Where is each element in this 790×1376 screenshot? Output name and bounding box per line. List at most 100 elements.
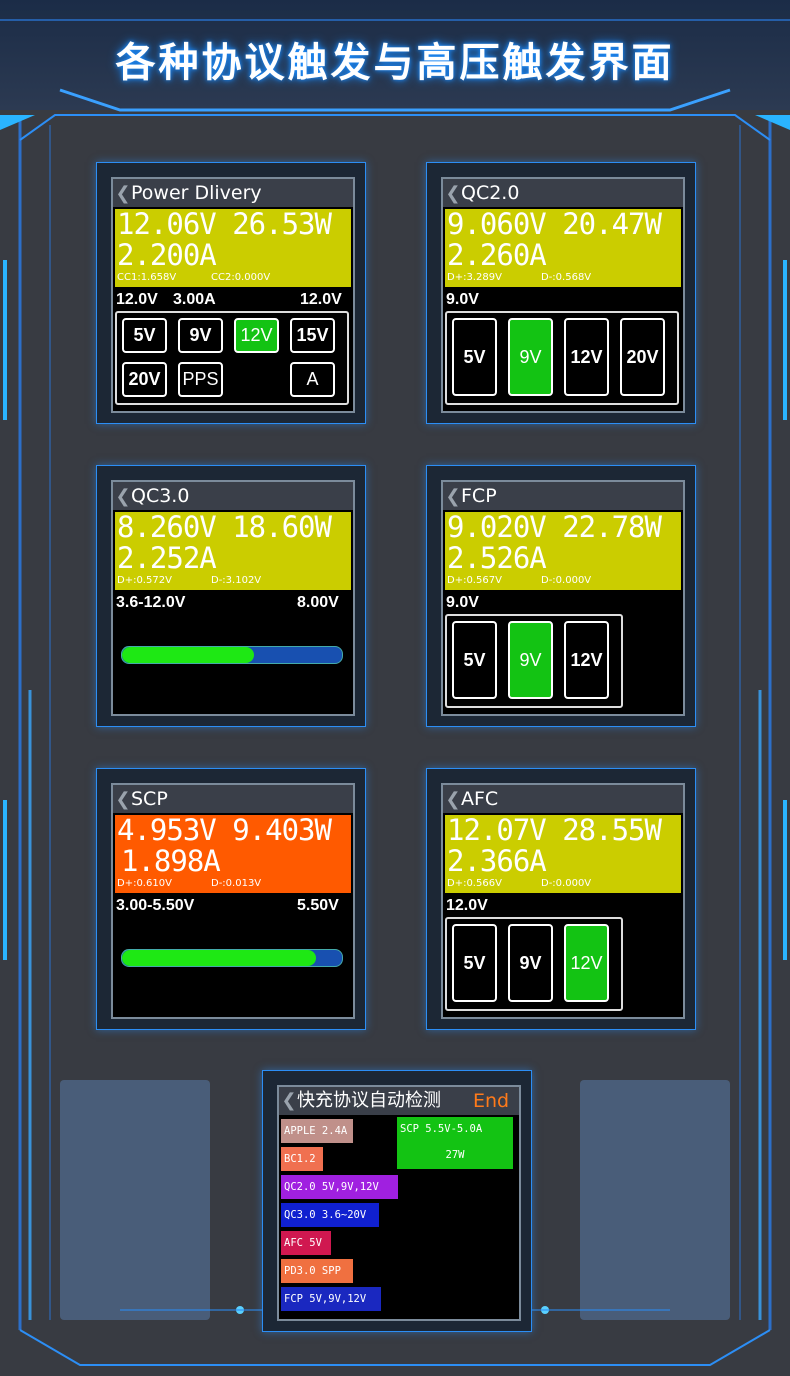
pd-cc2: CC2:0.000V <box>211 272 271 283</box>
scp-range: 3.00-5.50V <box>116 897 195 914</box>
qc3-voltage-power: 8.260V 18.60W <box>117 510 332 544</box>
qc2-dplus: D+:3.289V <box>447 272 502 283</box>
back-chevron-icon[interactable]: ❮ <box>115 183 131 204</box>
detect-tag-afc: AFC 5V <box>281 1231 331 1255</box>
pd-button-box <box>115 311 349 405</box>
fcp-title: FCP <box>461 485 497 507</box>
qc3-dplus: D+:0.572V <box>117 575 172 586</box>
detect-scp-result: SCP 5.5V-5.0A 27W <box>397 1117 513 1169</box>
back-chevron-icon[interactable]: ❮ <box>445 789 461 810</box>
pd-button-a[interactable]: A <box>290 362 335 397</box>
fcp-button-5v[interactable]: 5V <box>452 621 497 699</box>
detect-status: End <box>473 1090 510 1112</box>
pd-panel: ❮Power Dlivery 12.06V 26.53W 2.200A CC1:… <box>96 162 366 424</box>
pd-button-9v[interactable]: 9V <box>178 318 223 353</box>
pd-button-5v[interactable]: 5V <box>122 318 167 353</box>
afc-button-5v[interactable]: 5V <box>452 924 497 1002</box>
qc3-panel: ❮QC3.0 8.260V 18.60W 2.252A D+:0.572V D-… <box>96 465 366 727</box>
back-chevron-icon[interactable]: ❮ <box>281 1090 297 1111</box>
afc-header: ❮AFC <box>443 785 683 813</box>
afc-current: 2.366A <box>447 844 547 878</box>
qc3-dminus: D-:3.102V <box>211 575 262 586</box>
scp-voltage-power: 4.953V 9.403W <box>117 813 332 847</box>
afc-button-box <box>445 917 623 1011</box>
pd-voltage-power: 12.06V 26.53W <box>117 207 332 241</box>
afc-button-9v[interactable]: 9V <box>508 924 553 1002</box>
qc2-button-5v[interactable]: 5V <box>452 318 497 396</box>
fcp-panel: ❮FCP 9.020V 22.78W 2.526A D+:0.567V D-:0… <box>426 465 696 727</box>
afc-button-12v[interactable]: 12V <box>564 924 609 1002</box>
detect-scp-line1: SCP 5.5V-5.0A <box>400 1123 483 1135</box>
scp-screen: ❮SCP 4.953V 9.403W 1.898A D+:0.610V D-:0… <box>111 783 355 1019</box>
detect-scp-line2: 27W <box>445 1149 465 1161</box>
scp-dplus: D+:0.610V <box>117 878 172 889</box>
afc-screen: ❮AFC 12.07V 28.55W 2.366A D+:0.566V D-:0… <box>441 783 685 1019</box>
qc2-button-9v[interactable]: 9V <box>508 318 553 396</box>
qc2-button-12v[interactable]: 12V <box>564 318 609 396</box>
pd-cc1: CC1:1.658V <box>117 272 177 283</box>
fcp-button-9v[interactable]: 9V <box>508 621 553 699</box>
qc2-title: QC2.0 <box>461 182 520 204</box>
qc3-slider-fill <box>122 647 254 663</box>
detect-tag-bc12: BC1.2 <box>281 1147 323 1171</box>
qc2-current: 2.260A <box>447 238 547 272</box>
qc3-readout: 8.260V 18.60W 2.252A D+:0.572V D-:3.102V <box>115 510 351 590</box>
afc-request-voltage: 12.0V <box>446 897 488 914</box>
qc3-range: 3.6-12.0V <box>116 594 186 611</box>
fcp-button-12v[interactable]: 12V <box>564 621 609 699</box>
scp-voltage-slider[interactable] <box>121 949 343 967</box>
afc-dminus: D-:0.000V <box>541 878 592 889</box>
qc2-button-20v[interactable]: 20V <box>620 318 665 396</box>
qc2-readout: 9.060V 20.47W 2.260A D+:3.289V D-:0.568V <box>445 207 681 287</box>
scp-dminus: D-:0.013V <box>211 878 262 889</box>
detect-tag-pd3: PD3.0 SPP <box>281 1259 353 1283</box>
pd-button-15v[interactable]: 15V <box>290 318 335 353</box>
qc2-dminus: D-:0.568V <box>541 272 592 283</box>
detect-title: 快充协议自动检测 <box>297 1090 441 1111</box>
pd-readout: 12.06V 26.53W 2.200A CC1:1.658V CC2:0.00… <box>115 207 351 287</box>
qc3-setpoint: 8.00V <box>297 594 339 611</box>
fcp-current: 2.526A <box>447 541 547 575</box>
qc3-voltage-slider[interactable] <box>121 646 343 664</box>
qc3-screen: ❮QC3.0 8.260V 18.60W 2.252A D+:0.572V D-… <box>111 480 355 716</box>
detect-panel: ❮快充协议自动检测 End SCP 5.5V-5.0A 27W APPLE 2.… <box>262 1070 532 1332</box>
detect-tag-qc3: QC3.0 3.6~20V <box>281 1203 379 1227</box>
fcp-screen: ❮FCP 9.020V 22.78W 2.526A D+:0.567V D-:0… <box>441 480 685 716</box>
pd-screen: ❮Power Dlivery 12.06V 26.53W 2.200A CC1:… <box>111 177 355 413</box>
detect-screen: ❮快充协议自动检测 End SCP 5.5V-5.0A 27W APPLE 2.… <box>277 1085 521 1321</box>
qc3-header: ❮QC3.0 <box>113 482 353 510</box>
qc2-voltage-power: 9.060V 20.47W <box>447 207 662 241</box>
qc2-screen: ❮QC2.0 9.060V 20.47W 2.260A D+:3.289V D-… <box>441 177 685 413</box>
scp-slider-fill <box>122 950 316 966</box>
fcp-dminus: D-:0.000V <box>541 575 592 586</box>
pd-button-pps[interactable]: PPS <box>178 362 223 397</box>
scp-panel: ❮SCP 4.953V 9.403W 1.898A D+:0.610V D-:0… <box>96 768 366 1030</box>
pd-request-voltage-right: 12.0V <box>300 291 342 308</box>
scp-current: 1.898A <box>121 844 221 878</box>
detect-tag-fcp: FCP 5V,9V,12V <box>281 1287 381 1311</box>
scp-header: ❮SCP <box>113 785 353 813</box>
title-bar: 各种协议触发与高压触发界面 <box>0 0 790 120</box>
pd-button-12v[interactable]: 12V <box>234 318 279 353</box>
fcp-request-voltage: 9.0V <box>446 594 479 611</box>
afc-readout: 12.07V 28.55W 2.366A D+:0.566V D-:0.000V <box>445 813 681 893</box>
detect-tag-apple: APPLE 2.4A <box>281 1119 353 1143</box>
back-chevron-icon[interactable]: ❮ <box>445 486 461 507</box>
back-chevron-icon[interactable]: ❮ <box>115 789 131 810</box>
afc-panel: ❮AFC 12.07V 28.55W 2.366A D+:0.566V D-:0… <box>426 768 696 1030</box>
qc2-panel: ❮QC2.0 9.060V 20.47W 2.260A D+:3.289V D-… <box>426 162 696 424</box>
fcp-dplus: D+:0.567V <box>447 575 502 586</box>
scp-setpoint: 5.50V <box>297 897 339 914</box>
pd-button-20v[interactable]: 20V <box>122 362 167 397</box>
afc-title: AFC <box>461 788 499 810</box>
fcp-header: ❮FCP <box>443 482 683 510</box>
back-chevron-icon[interactable]: ❮ <box>115 486 131 507</box>
back-chevron-icon[interactable]: ❮ <box>445 183 461 204</box>
fcp-readout: 9.020V 22.78W 2.526A D+:0.567V D-:0.000V <box>445 510 681 590</box>
detect-header: ❮快充协议自动检测 End <box>279 1087 519 1115</box>
afc-dplus: D+:0.566V <box>447 878 502 889</box>
qc2-header: ❮QC2.0 <box>443 179 683 207</box>
detect-tag-qc2: QC2.0 5V,9V,12V <box>281 1175 398 1199</box>
scp-title: SCP <box>131 788 168 810</box>
pd-title: Power Dlivery <box>131 182 262 204</box>
